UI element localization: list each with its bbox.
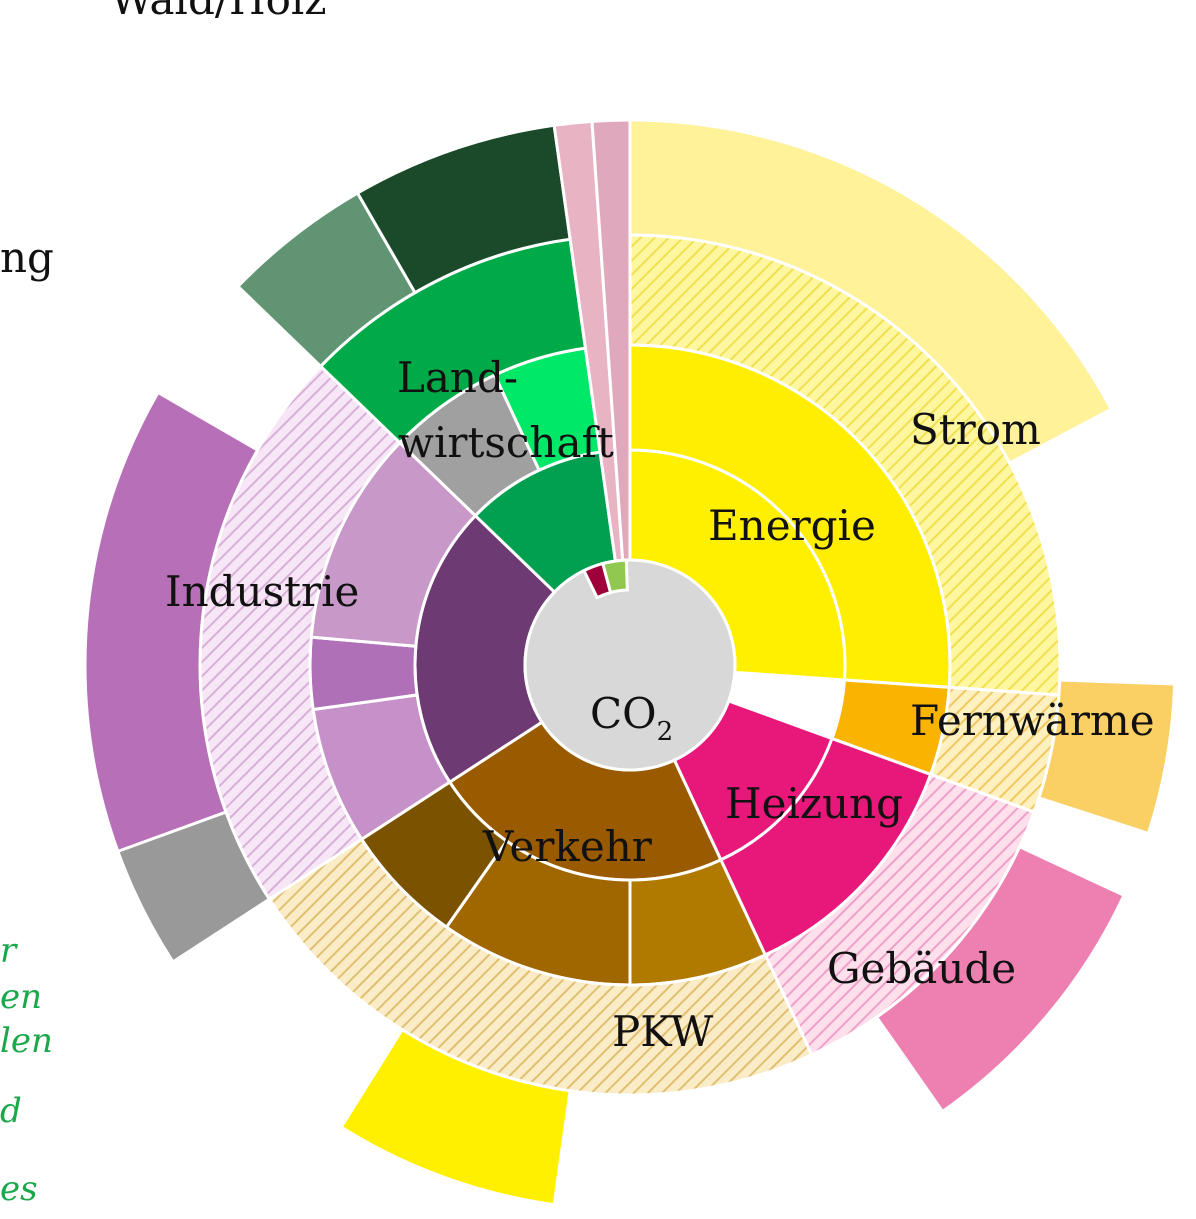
note: en bbox=[0, 977, 42, 1017]
label-energie: Energie bbox=[708, 501, 876, 550]
note: d bbox=[0, 1091, 22, 1131]
center-circle bbox=[525, 560, 735, 770]
label-cut: ng bbox=[0, 233, 54, 282]
note: es bbox=[0, 1169, 38, 1209]
label-pkw: PKW bbox=[612, 1007, 714, 1056]
label-fernwaerme: Fernwärme bbox=[910, 696, 1155, 745]
note: len bbox=[0, 1021, 53, 1061]
label-wald: Wald/Holz bbox=[110, 0, 327, 24]
label-land: wirtschaft bbox=[398, 418, 614, 467]
sunburst-diagram: Wald/Holz ng Land- wirtschaft Strom Ener… bbox=[0, 0, 1196, 1219]
label-land: Land- bbox=[397, 353, 518, 402]
note: r bbox=[0, 931, 18, 971]
center-label-main: CO bbox=[590, 689, 657, 738]
label-gebaeude: Gebäude bbox=[827, 944, 1016, 993]
label-verkehr: Verkehr bbox=[482, 822, 653, 871]
label-strom: Strom bbox=[910, 405, 1041, 454]
wedge bbox=[310, 637, 417, 709]
center-label-sub: 2 bbox=[657, 717, 674, 747]
label-heizung: Heizung bbox=[725, 779, 903, 828]
label-industrie: Industrie bbox=[165, 567, 359, 616]
